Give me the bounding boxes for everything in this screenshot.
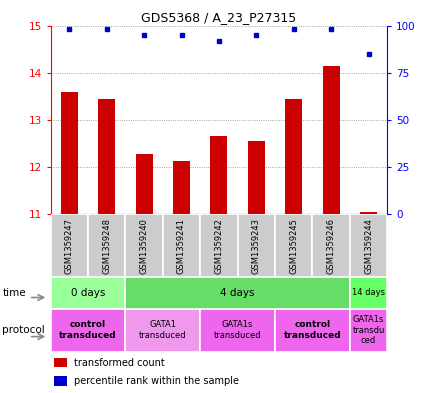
Text: time: time	[2, 288, 26, 298]
Text: control
transduced: control transduced	[59, 320, 117, 340]
Text: protocol: protocol	[2, 325, 45, 335]
Text: GATA1s
transduced: GATA1s transduced	[214, 320, 261, 340]
Text: GSM1359244: GSM1359244	[364, 218, 373, 274]
Bar	[210, 136, 227, 214]
Bar	[275, 309, 350, 352]
Bar	[125, 214, 163, 277]
Bar	[54, 358, 67, 367]
Bar	[200, 309, 275, 352]
Text: GATA1s
transdu
ced: GATA1s transdu ced	[352, 315, 385, 345]
Bar	[200, 214, 238, 277]
Text: GSM1359245: GSM1359245	[289, 218, 298, 274]
Text: transformed count: transformed count	[74, 358, 165, 368]
Bar	[173, 162, 190, 214]
Bar	[136, 154, 153, 214]
Text: GSM1359240: GSM1359240	[139, 218, 149, 274]
Bar	[323, 66, 340, 214]
Bar	[350, 214, 387, 277]
Text: GATA1
transduced: GATA1 transduced	[139, 320, 187, 340]
Bar	[125, 309, 200, 352]
Bar	[125, 277, 350, 309]
Bar	[360, 212, 377, 214]
Text: GSM1359241: GSM1359241	[177, 218, 186, 274]
Bar	[248, 141, 265, 214]
Bar	[275, 214, 312, 277]
Text: 0 days: 0 days	[71, 288, 105, 298]
Bar	[350, 277, 387, 309]
Title: GDS5368 / A_23_P27315: GDS5368 / A_23_P27315	[141, 11, 297, 24]
Bar	[54, 376, 67, 386]
Bar	[238, 214, 275, 277]
Bar	[51, 214, 88, 277]
Text: percentile rank within the sample: percentile rank within the sample	[74, 376, 239, 386]
Bar	[285, 99, 302, 214]
Text: GSM1359247: GSM1359247	[65, 218, 74, 274]
Bar	[51, 277, 125, 309]
Bar	[61, 92, 78, 214]
Bar	[51, 309, 125, 352]
Text: 14 days: 14 days	[352, 288, 385, 297]
Text: GSM1359243: GSM1359243	[252, 218, 261, 274]
Bar	[312, 214, 350, 277]
Text: control
transduced: control transduced	[284, 320, 341, 340]
Bar	[98, 99, 115, 214]
Text: GSM1359248: GSM1359248	[102, 218, 111, 274]
Bar	[88, 214, 125, 277]
Text: GSM1359246: GSM1359246	[326, 218, 336, 274]
Text: GSM1359242: GSM1359242	[214, 218, 224, 274]
Text: 4 days: 4 days	[220, 288, 255, 298]
Bar	[163, 214, 200, 277]
Bar	[350, 309, 387, 352]
